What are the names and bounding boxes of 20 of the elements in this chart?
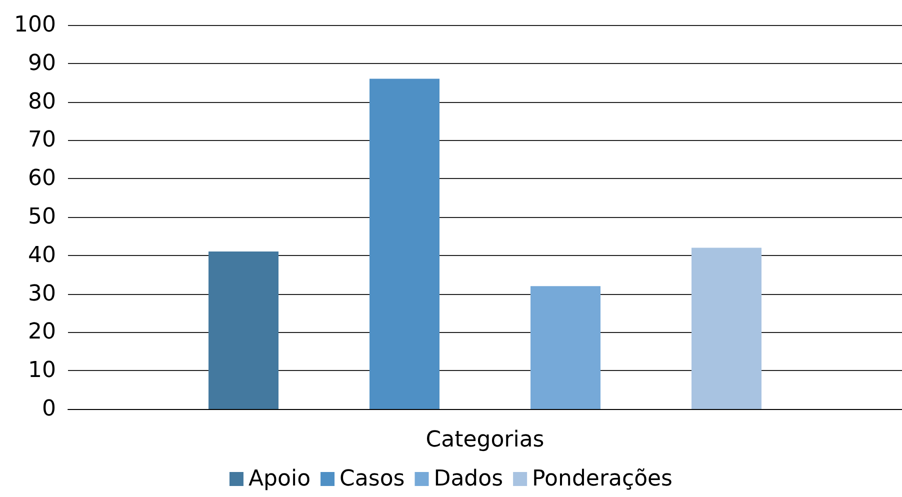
- y-tick-label: 80: [28, 89, 56, 114]
- bar: [208, 252, 278, 409]
- y-tick-label: 0: [42, 396, 56, 422]
- y-tick-label: 20: [28, 320, 56, 345]
- y-tick-label: 100: [14, 12, 56, 38]
- legend-label: Casos: [340, 466, 405, 492]
- y-tick-label: 10: [28, 358, 56, 384]
- y-tick-label: 70: [28, 128, 56, 153]
- y-tick-label: 60: [28, 166, 56, 192]
- bar: [530, 286, 600, 409]
- y-tick-label: 30: [28, 281, 56, 306]
- legend-label: Apoio: [248, 466, 311, 492]
- y-tick-label: 40: [28, 242, 56, 268]
- x-tick-label: Categorias: [426, 428, 544, 452]
- bar: [692, 248, 762, 409]
- y-tick-label: 90: [28, 50, 56, 76]
- y-tick-label: 50: [28, 204, 56, 230]
- legend-label: Dados: [434, 466, 504, 492]
- legend-label: Ponderações: [532, 466, 673, 492]
- bar: [370, 78, 440, 409]
